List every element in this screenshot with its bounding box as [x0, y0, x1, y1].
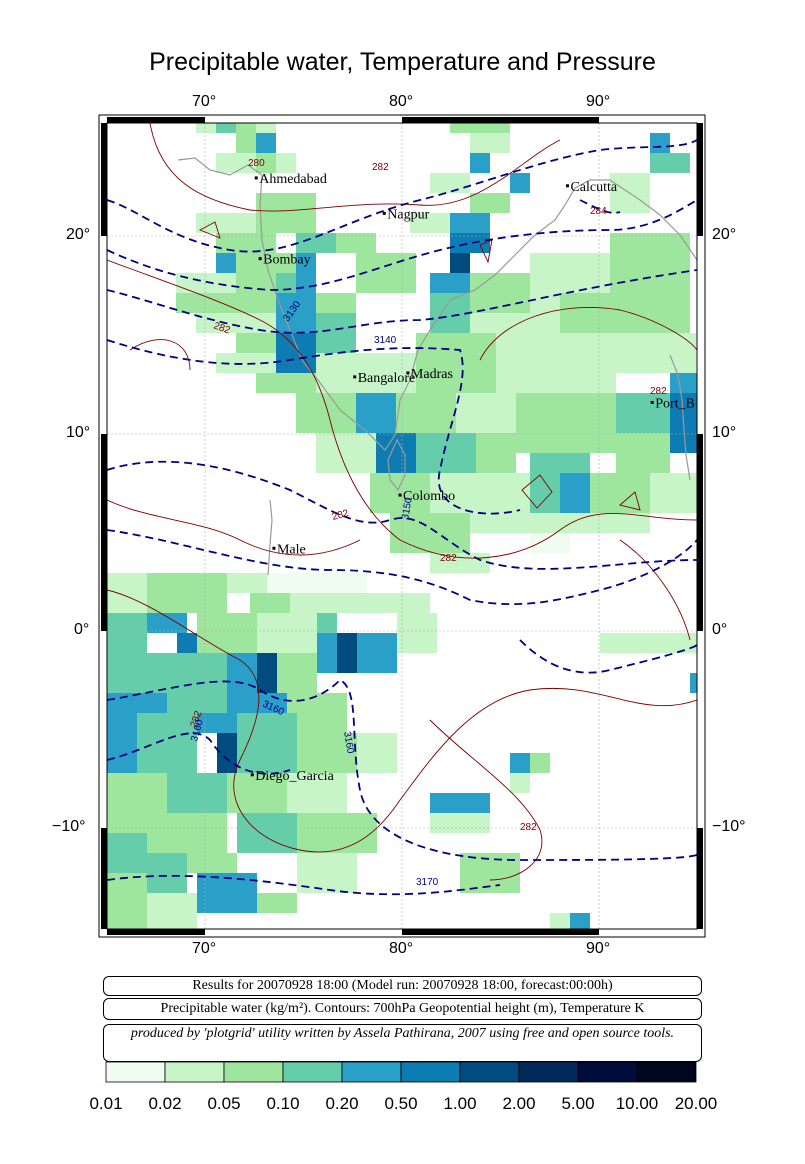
colorbar-label: 1.00	[443, 1094, 477, 1113]
city-label: Bangalore	[358, 371, 416, 386]
city-diego_garcia: Diego_Garcia	[250, 769, 335, 784]
temp-label: 284	[590, 206, 607, 217]
run-info-box: Results for 20070928 18:00 (Model run: 2…	[103, 976, 702, 996]
temp-label: 282	[520, 822, 537, 833]
lon-tick-label: 70°	[192, 940, 217, 957]
lat-tick-label: 20°	[66, 226, 91, 243]
city-dot	[406, 371, 410, 375]
height-label: 3170	[416, 877, 439, 888]
map-title: Precipitable water, Temperature and Pres…	[149, 48, 656, 76]
colorbar-label: 20.00	[674, 1094, 718, 1113]
temp-label: 280	[248, 158, 265, 169]
city-dot	[398, 493, 402, 497]
city-male: Male	[272, 542, 306, 557]
height-contours	[107, 139, 697, 896]
credits-box: produced by 'plotgrid' utility written b…	[103, 1024, 702, 1062]
temp-label: 282	[650, 386, 667, 397]
lon-tick-label: 90°	[586, 940, 611, 957]
city-madras: Madras	[406, 367, 453, 382]
lat-tick-label: −10°	[52, 818, 86, 835]
lat-tick-label: 10°	[66, 424, 91, 441]
colorbar-label: 10.00	[615, 1094, 659, 1113]
coastline	[177, 157, 697, 576]
legend-info-text: Precipitable water (kg/m²). Contours: 70…	[160, 1001, 645, 1016]
lon-tick-label: 80°	[389, 93, 414, 110]
city-label: Nagpur	[387, 207, 429, 222]
credits-text: produced by 'plotgrid' utility written b…	[130, 1026, 675, 1041]
city-label: Male	[277, 542, 306, 557]
city-ahmedabad: Ahmedabad	[254, 172, 327, 187]
city-nagpur: Nagpur	[382, 207, 430, 222]
colorbar-label: 0.05	[207, 1094, 241, 1113]
city-dot	[258, 257, 262, 261]
city-label: Port_B	[655, 396, 695, 411]
precipitable-water-field	[107, 123, 697, 929]
city-dot	[650, 400, 654, 404]
lon-tick-label: 70°	[192, 93, 217, 110]
city-dot	[254, 176, 258, 180]
legend-info-box: Precipitable water (kg/m²). Contours: 70…	[103, 998, 702, 1020]
colorbar-label: 5.00	[561, 1094, 595, 1113]
temp-label: 282	[331, 508, 350, 523]
city-bangalore: Bangalore	[353, 371, 415, 386]
city-dot	[382, 211, 386, 215]
city-bombay: Bombay	[258, 253, 311, 268]
city-dot	[250, 773, 254, 777]
city-port_b: Port_B	[650, 396, 695, 411]
colorbar-label: 0.01	[89, 1094, 123, 1113]
temp-label: 282	[440, 553, 457, 564]
lon-tick-label: 80°	[389, 940, 414, 957]
lat-tick-label: 0°	[74, 621, 90, 638]
city-dot	[353, 375, 357, 379]
colorbar-label: 0.50	[384, 1094, 418, 1113]
colorbar-label: 0.20	[325, 1094, 359, 1113]
city-colombo: Colombo	[398, 489, 455, 504]
city-dot	[565, 184, 569, 188]
city-label: Bombay	[263, 253, 310, 268]
city-calcutta: Calcutta	[565, 180, 618, 195]
lon-tick-label: 90°	[586, 93, 611, 110]
lat-tick-label: −10°	[712, 818, 746, 835]
temp-label: 282	[372, 162, 389, 173]
city-dot	[272, 546, 276, 550]
city-label: Madras	[411, 367, 453, 382]
map-frame	[98, 114, 706, 938]
city-label: Diego_Garcia	[255, 769, 334, 784]
city-label: Ahmedabad	[259, 172, 327, 187]
city-markers: Ahmedabad Calcutta Nagpur Bombay MadrasBanga…	[250, 172, 695, 784]
city-label: Calcutta	[570, 180, 617, 195]
height-label: 3160	[341, 731, 356, 755]
height-label: 3150	[400, 496, 415, 520]
colorbar-label: 2.00	[502, 1094, 536, 1113]
colorbar-label: 0.02	[148, 1094, 182, 1113]
city-label: Colombo	[403, 489, 455, 504]
lat-tick-label: 20°	[712, 226, 737, 243]
colorbar-label: 0.10	[266, 1094, 300, 1113]
temperature-contours	[107, 123, 697, 881]
lat-tick-label: 0°	[712, 621, 728, 638]
lat-tick-label: 10°	[712, 424, 737, 441]
height-label: 3140	[374, 335, 397, 346]
